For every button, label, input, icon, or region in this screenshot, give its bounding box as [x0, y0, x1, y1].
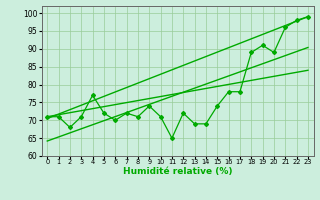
X-axis label: Humidité relative (%): Humidité relative (%) [123, 167, 232, 176]
